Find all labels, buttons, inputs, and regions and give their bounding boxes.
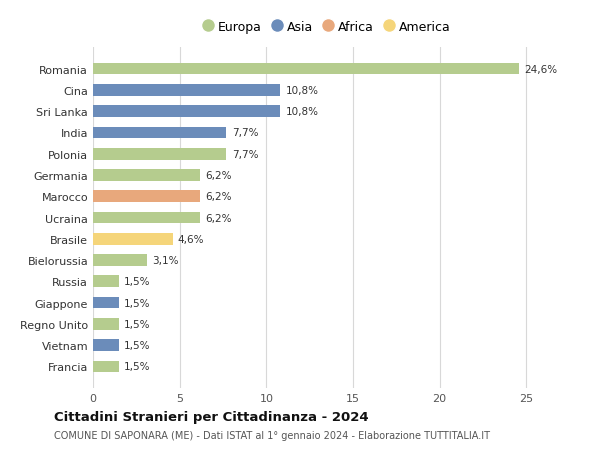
Bar <box>93 255 147 266</box>
Text: 24,6%: 24,6% <box>524 64 558 74</box>
Bar <box>93 127 226 139</box>
Bar <box>93 106 280 118</box>
Bar <box>93 340 119 351</box>
Text: 1,5%: 1,5% <box>124 319 151 329</box>
Text: 10,8%: 10,8% <box>286 107 319 117</box>
Text: 6,2%: 6,2% <box>206 171 232 180</box>
Bar <box>93 64 520 75</box>
Text: COMUNE DI SAPONARA (ME) - Dati ISTAT al 1° gennaio 2024 - Elaborazione TUTTITALI: COMUNE DI SAPONARA (ME) - Dati ISTAT al … <box>54 431 490 440</box>
Bar <box>93 297 119 309</box>
Text: 7,7%: 7,7% <box>232 149 258 159</box>
Bar <box>93 170 200 181</box>
Bar <box>93 212 200 224</box>
Text: 6,2%: 6,2% <box>206 213 232 223</box>
Text: 10,8%: 10,8% <box>286 86 319 95</box>
Bar <box>93 361 119 372</box>
Text: Cittadini Stranieri per Cittadinanza - 2024: Cittadini Stranieri per Cittadinanza - 2… <box>54 410 368 423</box>
Text: 1,5%: 1,5% <box>124 277 151 287</box>
Bar <box>93 318 119 330</box>
Bar <box>93 191 200 202</box>
Text: 1,5%: 1,5% <box>124 362 151 372</box>
Text: 1,5%: 1,5% <box>124 298 151 308</box>
Bar <box>93 149 226 160</box>
Text: 6,2%: 6,2% <box>206 192 232 202</box>
Text: 4,6%: 4,6% <box>178 234 205 244</box>
Bar <box>93 234 173 245</box>
Text: 3,1%: 3,1% <box>152 256 178 265</box>
Legend: Europa, Asia, Africa, America: Europa, Asia, Africa, America <box>203 21 451 34</box>
Bar <box>93 85 280 96</box>
Text: 7,7%: 7,7% <box>232 128 258 138</box>
Text: 1,5%: 1,5% <box>124 341 151 350</box>
Bar <box>93 276 119 287</box>
